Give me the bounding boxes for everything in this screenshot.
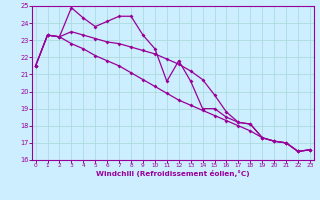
X-axis label: Windchill (Refroidissement éolien,°C): Windchill (Refroidissement éolien,°C) <box>96 170 250 177</box>
